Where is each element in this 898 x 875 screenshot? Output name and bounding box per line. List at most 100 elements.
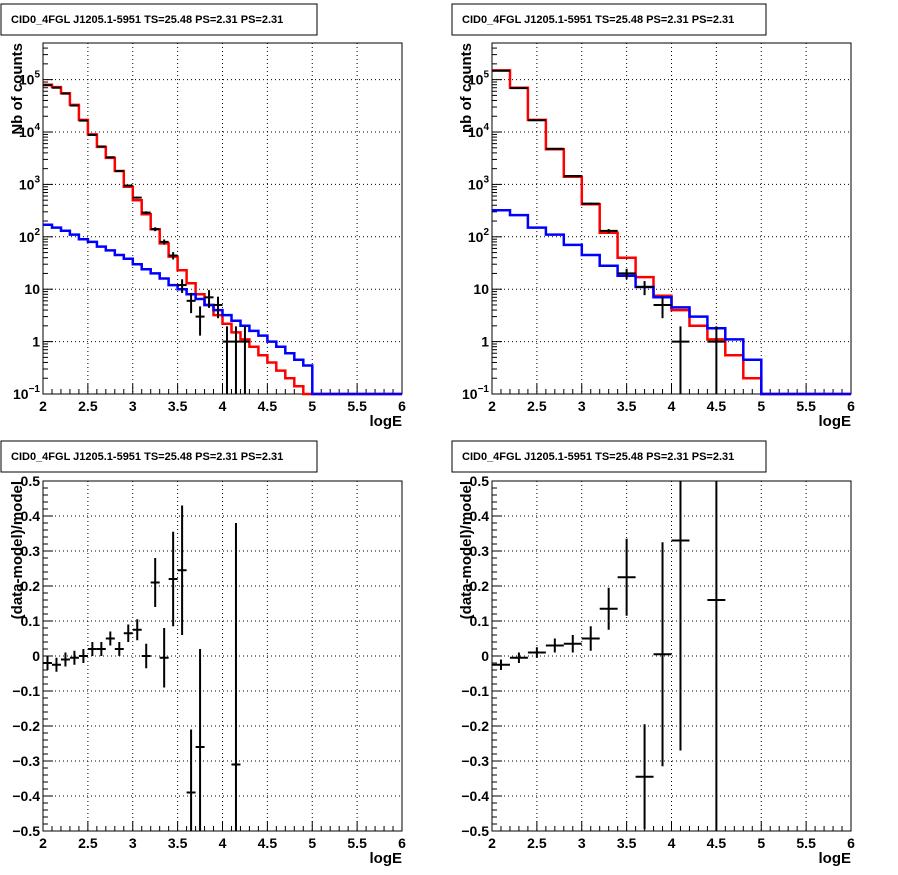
- y-tick-label: 102: [468, 227, 490, 245]
- x-tick-label: 3.5: [168, 835, 188, 851]
- chart-title-box: [0, 440, 318, 473]
- y-tick-label: −0.1: [12, 683, 40, 699]
- x-tick-label: 4: [668, 835, 676, 851]
- x-tick-label: 4.5: [707, 835, 727, 851]
- data-point: [599, 228, 618, 233]
- y-tick-label: 0.3: [470, 543, 490, 559]
- data-point: [186, 729, 196, 831]
- x-tick-label: 4.5: [707, 398, 727, 414]
- data-point: [231, 523, 241, 831]
- x-axis-label: logE: [370, 413, 403, 430]
- y-tick-label: 0.2: [21, 578, 41, 594]
- data-point: [213, 296, 223, 319]
- chart-title-box: [451, 440, 767, 473]
- y-tick-label: 1: [32, 334, 40, 350]
- x-tick-label: 5.5: [347, 398, 367, 414]
- chart-title-box: [0, 3, 318, 36]
- x-tick-label: 4: [219, 398, 227, 414]
- data-point: [114, 170, 124, 173]
- data-point: [527, 647, 546, 658]
- chart-title-box: [451, 3, 767, 36]
- x-tick-label: 2: [39, 398, 47, 414]
- y-tick-label: 0: [481, 648, 489, 664]
- data-point: [671, 481, 690, 751]
- data-point: [581, 626, 600, 651]
- data-point: [123, 624, 133, 642]
- y-axis-label: (data-model)/model: [458, 481, 475, 619]
- data-point: [671, 326, 690, 394]
- data-point: [195, 306, 205, 336]
- data-point: [240, 326, 250, 394]
- data-point: [43, 656, 52, 670]
- data-point: [159, 628, 169, 688]
- x-tick-label: 3.5: [168, 398, 188, 414]
- data-point: [177, 279, 187, 293]
- x-tick-label: 3: [578, 835, 586, 851]
- x-axis-label: logE: [819, 413, 852, 430]
- y-tick-label: −0.4: [12, 788, 40, 804]
- data-point: [87, 642, 97, 656]
- y-tick-label: 105: [468, 70, 490, 88]
- y-tick-label: −0.3: [461, 753, 489, 769]
- y-tick-label: −0.5: [461, 823, 489, 839]
- x-tick-label: 2.5: [78, 835, 98, 851]
- chart-panel-1: CID0_4FGL J1205.1-5951 TS=25.48 PS=2.31 …: [0, 3, 406, 430]
- x-tick-label: 2.5: [527, 398, 547, 414]
- x-tick-label: 5: [757, 398, 765, 414]
- data-point: [132, 619, 142, 641]
- x-tick-label: 5.5: [796, 398, 816, 414]
- data-point: [60, 652, 70, 667]
- x-tick-label: 2.5: [78, 398, 98, 414]
- y-axis-label: nb of counts: [458, 43, 475, 133]
- chart-title: CID0_4FGL J1205.1-5951 TS=25.48 PS=2.31 …: [11, 451, 283, 463]
- x-tick-label: 3: [578, 398, 586, 414]
- data-point: [653, 296, 672, 319]
- data-point: [69, 650, 79, 665]
- x-tick-label: 5: [308, 835, 316, 851]
- x-tick-label: 3.5: [617, 398, 637, 414]
- data-point: [635, 281, 654, 296]
- chart-panel-4: CID0_4FGL J1205.1-5951 TS=25.48 PS=2.31 …: [451, 440, 855, 867]
- data-point: [132, 196, 142, 199]
- y-tick-label: 0.3: [21, 543, 41, 559]
- data-point: [231, 326, 241, 394]
- data-point: [563, 635, 582, 653]
- data-point: [186, 292, 196, 314]
- y-tick-label: 10: [24, 281, 40, 297]
- x-tick-label: 4: [668, 398, 676, 414]
- data-point: [617, 268, 636, 280]
- chart-title: CID0_4FGL J1205.1-5951 TS=25.48 PS=2.31 …: [11, 14, 283, 26]
- x-tick-label: 2: [488, 398, 496, 414]
- y-tick-label: 0.5: [21, 473, 41, 489]
- y-tick-label: 10: [473, 281, 489, 297]
- data-point: [545, 147, 564, 150]
- y-tick-label: −0.5: [12, 823, 40, 839]
- x-tick-label: 4.5: [258, 398, 278, 414]
- y-tick-label: −0.3: [12, 753, 40, 769]
- x-tick-label: 5.5: [347, 835, 367, 851]
- data-point: [509, 652, 528, 663]
- data-point: [123, 184, 133, 187]
- data-point: [653, 542, 672, 767]
- x-tick-label: 3.5: [617, 835, 637, 851]
- x-tick-label: 2.5: [527, 835, 547, 851]
- y-tick-label: −0.1: [461, 683, 489, 699]
- data-point: [150, 558, 160, 607]
- y-tick-label: −0.2: [461, 718, 489, 734]
- data-point: [96, 642, 106, 656]
- y-tick-label: 10−1: [13, 384, 40, 402]
- data-point: [635, 724, 654, 830]
- data-point: [563, 174, 582, 177]
- y-tick-label: −0.4: [461, 788, 489, 804]
- x-tick-label: 6: [847, 398, 855, 414]
- data-point: [114, 642, 124, 656]
- x-tick-label: 2: [39, 835, 47, 851]
- y-tick-label: −0.2: [12, 718, 40, 734]
- data-point: [105, 631, 115, 646]
- x-tick-label: 3: [129, 835, 137, 851]
- y-tick-label: 105: [19, 70, 41, 88]
- x-tick-label: 3: [129, 398, 137, 414]
- x-tick-label: 6: [847, 835, 855, 851]
- chart-title: CID0_4FGL J1205.1-5951 TS=25.48 PS=2.31 …: [462, 451, 734, 463]
